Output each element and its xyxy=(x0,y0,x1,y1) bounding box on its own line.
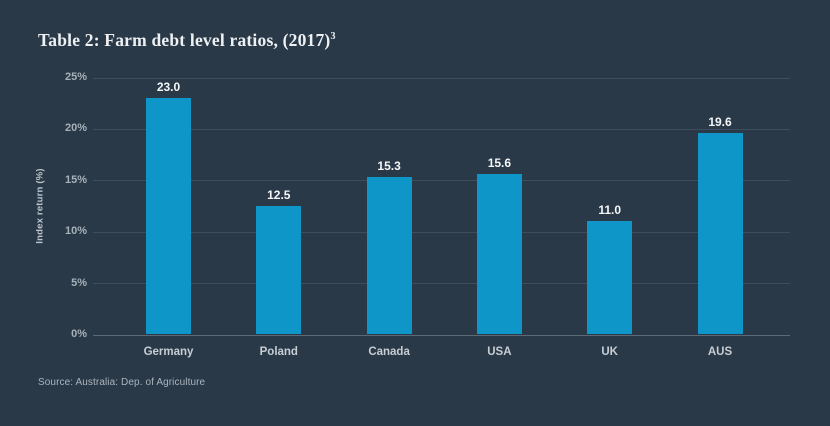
y-tick-label: 5% xyxy=(71,276,87,289)
y-tick-label: 15% xyxy=(64,173,87,186)
y-tick-label: 0% xyxy=(71,328,87,340)
source-note: Source: Australia: Dep. of Agriculture xyxy=(38,377,206,388)
bar-germany xyxy=(146,97,191,334)
chart-title: Table 2: Farm debt level ratios, (2017)3 xyxy=(38,30,336,51)
bar-value-label: 15.6 xyxy=(487,155,512,170)
bar-aus xyxy=(697,132,743,334)
y-tick-label: 20% xyxy=(64,122,87,135)
x-axis-baseline xyxy=(93,334,790,336)
bar-value-label: 23.0 xyxy=(156,79,181,94)
bar-value-label: 19.6 xyxy=(708,114,732,129)
chart-title-text: Table 2: Farm debt level ratios, (2017) xyxy=(38,30,331,50)
gridline xyxy=(93,231,790,233)
y-tick-label: 25% xyxy=(64,71,87,83)
bar-value-label: 15.3 xyxy=(377,158,401,173)
bar-canada xyxy=(366,176,412,334)
plot-area xyxy=(93,77,790,336)
chart-title-footnote-marker: 3 xyxy=(330,31,336,43)
bar-value-label: 11.0 xyxy=(598,202,622,217)
x-category-label: UK xyxy=(601,346,618,358)
gridline xyxy=(93,77,790,79)
gridline xyxy=(93,128,790,130)
bar-value-label: 12.5 xyxy=(267,187,291,202)
bar-uk xyxy=(587,220,633,334)
x-category-label: USA xyxy=(487,346,512,358)
x-category-label: Canada xyxy=(368,346,410,358)
gridline xyxy=(93,283,790,285)
y-tick-label: 10% xyxy=(64,225,87,238)
x-category-label: Germany xyxy=(143,346,194,358)
x-category-label: Poland xyxy=(259,346,298,358)
gridline xyxy=(93,180,790,182)
bar-usa xyxy=(476,173,522,334)
x-category-label: AUS xyxy=(707,346,733,358)
bar-poland xyxy=(256,205,302,334)
